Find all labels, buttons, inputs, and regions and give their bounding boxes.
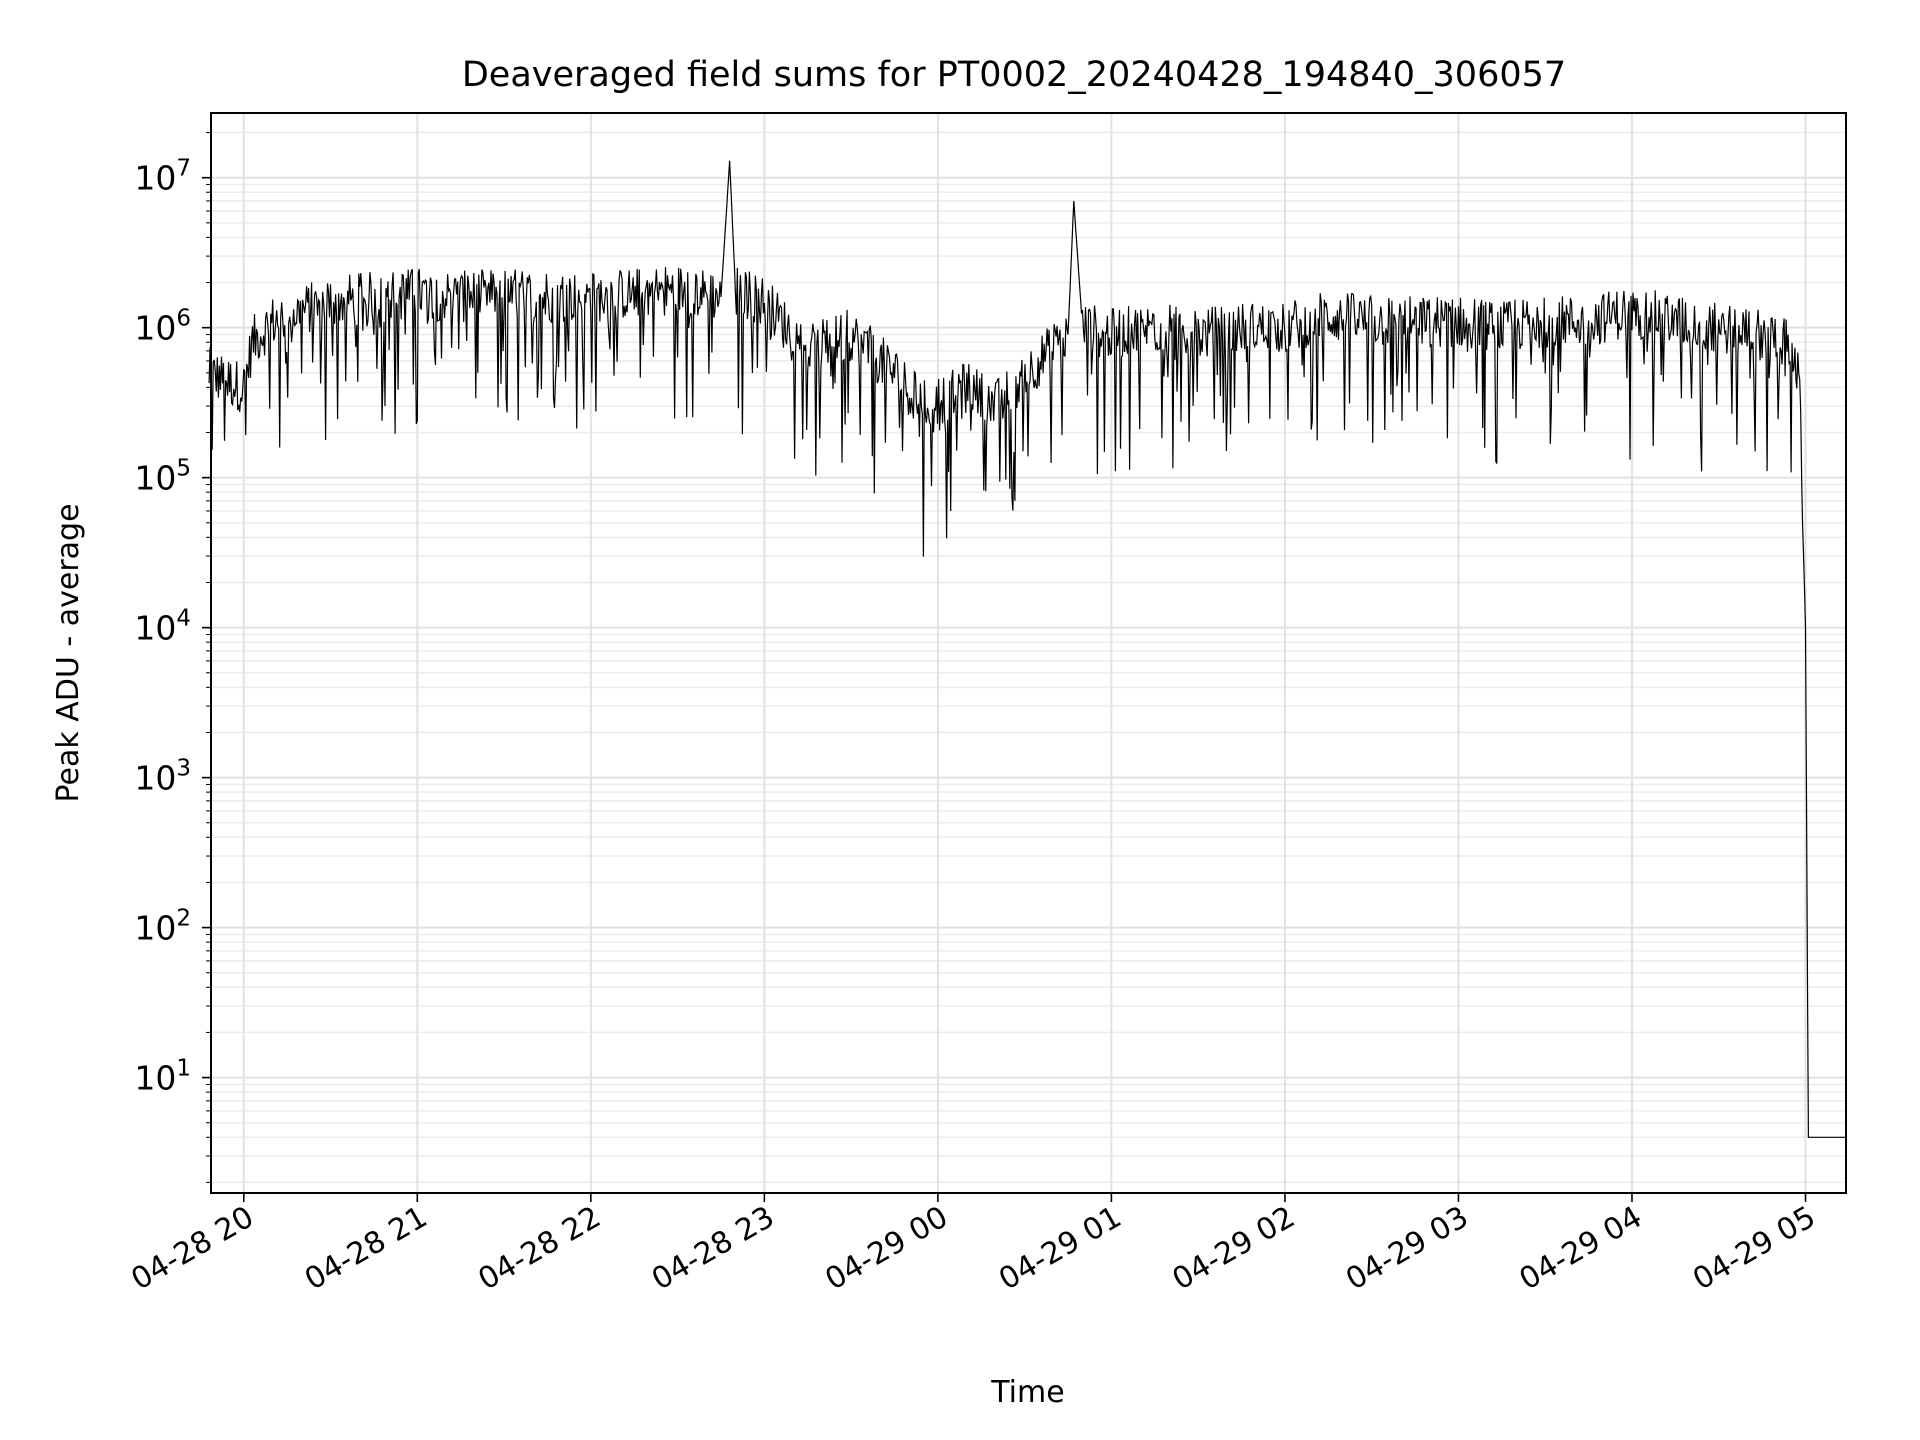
x-tick-label: 04-29 04 <box>1514 1200 1648 1298</box>
x-axis-label: Time <box>990 1375 1064 1410</box>
y-tick-label: 103 <box>134 756 191 798</box>
chart-title: Deaveraged field sums for PT0002_2024042… <box>462 55 1566 95</box>
series-line <box>208 160 1846 1138</box>
series-layer <box>208 160 1846 1138</box>
y-tick-label: 101 <box>134 1056 191 1098</box>
x-axis: 04-28 20 04-28 21 04-28 22 04-28 23 04-29 00… <box>125 1193 1822 1298</box>
y-tick-label: 104 <box>134 606 191 648</box>
x-tick-label: 04-29 03 <box>1340 1200 1474 1298</box>
y-tick-label: 107 <box>134 156 191 198</box>
y-axis-label: Peak ADU - average <box>51 503 86 802</box>
x-tick-label: 04-28 20 <box>125 1200 259 1298</box>
y-tick-label: 106 <box>134 306 191 348</box>
y-tick-label: 105 <box>134 456 191 498</box>
x-tick-label: 04-29 05 <box>1687 1200 1821 1298</box>
x-tick-label: 04-28 23 <box>646 1200 780 1298</box>
x-tick-label: 04-28 21 <box>299 1200 433 1298</box>
x-tick-label: 04-29 02 <box>1167 1200 1301 1298</box>
y-tick-label: 102 <box>134 906 191 948</box>
y-axis: 101 102 103 104 105 106 107 <box>134 132 211 1183</box>
grid-lines <box>211 113 1846 1193</box>
x-tick-label: 04-28 22 <box>473 1200 607 1298</box>
x-tick-label: 04-29 01 <box>993 1200 1127 1298</box>
plot-frame <box>210 112 1847 1194</box>
x-tick-label: 04-29 00 <box>820 1200 954 1298</box>
